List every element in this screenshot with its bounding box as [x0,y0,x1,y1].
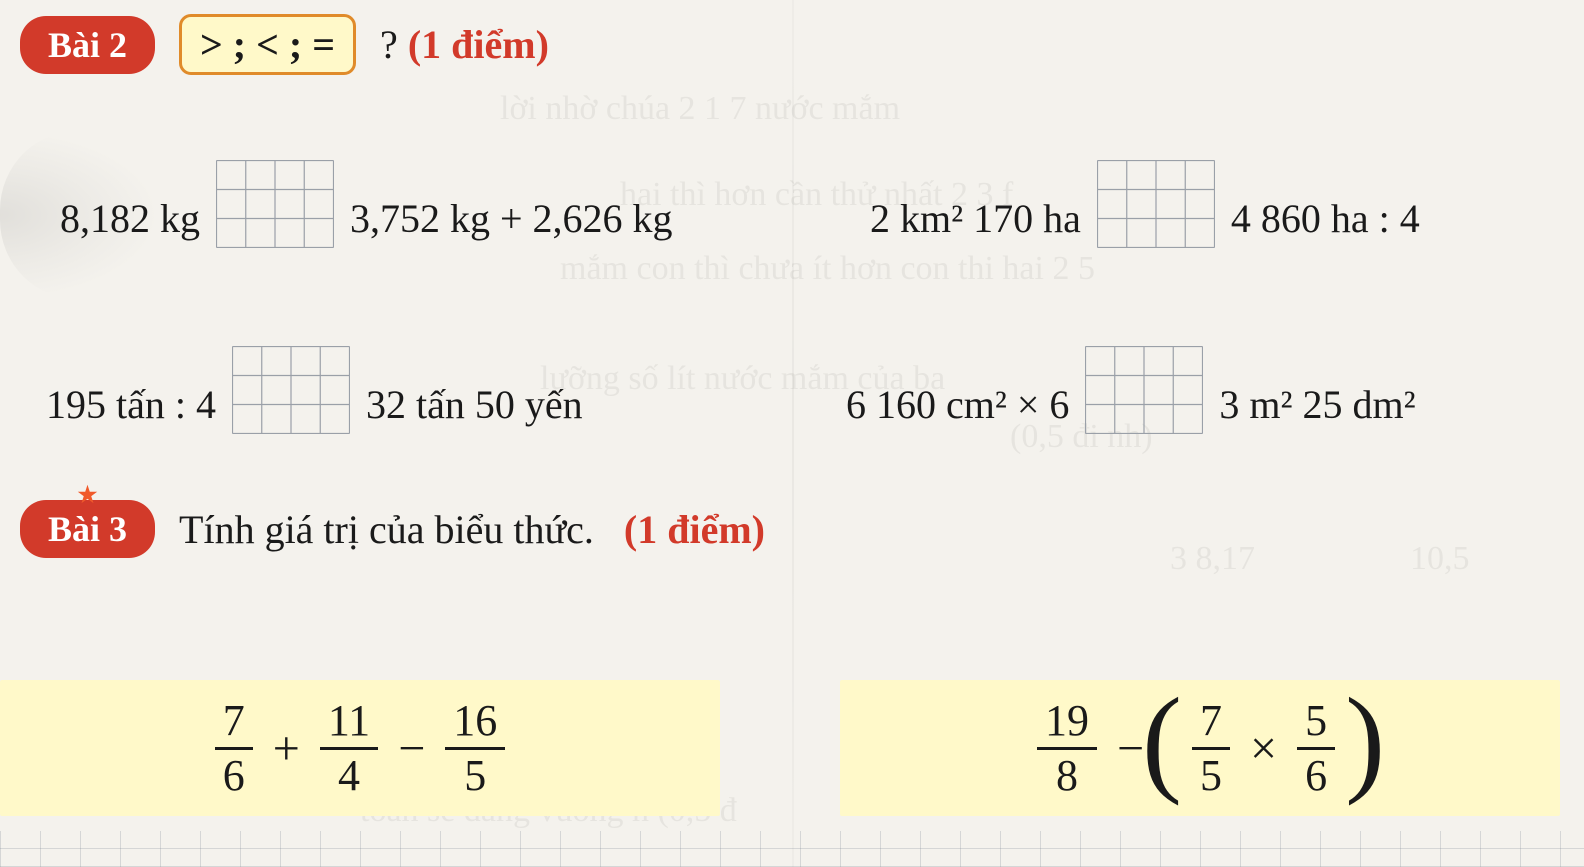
fraction-numerator: 5 [1297,699,1335,747]
star-icon: ★ [78,482,98,508]
bai3-heading: ★ Bài 3 Tính giá trị của biểu thức. (1 đ… [20,500,765,558]
bai2-item-4: 6 160 cm² × 6 3 m² 25 dm² [846,360,1416,448]
ghost-text: lời nhờ chúa 2 1 7 nước mắm [500,90,900,128]
fraction-denominator: 6 [215,750,253,798]
fraction-numerator: 16 [445,699,505,747]
bai3-badge: ★ Bài 3 [20,500,155,558]
question-mark: ? [380,22,398,67]
expression-row: 19 8 − ( 7 5 × 5 6 ) [1021,699,1379,798]
compare-right: 4 860 ha : 4 [1231,195,1420,242]
paren-close-icon: ) [1345,704,1385,776]
fraction: 5 6 [1297,699,1335,798]
answer-grid-box[interactable] [1097,160,1215,248]
bai3-points: (1 điểm) [624,507,765,552]
minus-operator: − [1117,721,1144,776]
answer-grid-box[interactable] [232,346,350,434]
bai2-item-3: 195 tấn : 4 32 tấn 50 yến [46,360,583,448]
fraction: 19 8 [1037,699,1097,798]
bai3-prompt-text: Tính giá trị của biểu thức. [179,507,594,552]
fraction: 7 6 [215,699,253,798]
expression-row: 7 6 + 11 4 − 16 5 [199,699,522,798]
bai3-prompt: Tính giá trị của biểu thức. (1 điểm) [179,506,765,553]
fraction: 16 5 [445,699,505,798]
fraction: 7 5 [1192,699,1230,798]
answer-grid-box[interactable] [216,160,334,248]
bai3-expression-2: 19 8 − ( 7 5 × 5 6 ) [840,680,1560,816]
compare-right: 32 tấn 50 yến [366,381,583,428]
bai2-heading: Bài 2 > ; < ; = ? (1 điểm) [20,14,549,75]
fraction-denominator: 4 [330,750,368,798]
answer-grid-box[interactable] [1085,346,1203,434]
compare-right: 3,752 kg + 2,626 kg [350,195,673,242]
bai2-badge: Bài 2 [20,16,155,74]
compare-left: 195 tấn : 4 [46,381,216,428]
fraction-denominator: 5 [1192,750,1230,798]
compare-left: 6 160 cm² × 6 [846,381,1069,428]
ghost-text: 3 8,17 [1170,540,1255,578]
fraction-denominator: 5 [456,750,494,798]
ghost-text: 10,5 [1410,540,1470,578]
times-operator: × [1250,721,1277,776]
page-gutter [792,0,794,867]
fraction-denominator: 8 [1048,750,1086,798]
compare-right: 3 m² 25 dm² [1219,381,1415,428]
bai3-expression-1: 7 6 + 11 4 − 16 5 [0,680,720,816]
bai2-item-2: 2 km² 170 ha 4 860 ha : 4 [870,174,1420,262]
fraction-numerator: 7 [1192,699,1230,747]
bai2-item-1: 8,182 kg 3,752 kg + 2,626 kg [60,174,673,262]
bai2-question: ? (1 điểm) [380,21,549,68]
fraction-numerator: 11 [320,699,378,747]
fraction-numerator: 19 [1037,699,1097,747]
fraction-numerator: 7 [215,699,253,747]
page: lời nhờ chúa 2 1 7 nước mắm hai thì hơn … [0,0,1584,867]
fraction: 11 4 [320,699,378,798]
fraction-denominator: 6 [1297,750,1335,798]
minus-operator: − [398,721,425,776]
ruled-footer-lines [0,831,1584,867]
comparison-ops-box: > ; < ; = [179,14,356,75]
compare-left: 2 km² 170 ha [870,195,1081,242]
bai3-badge-text: Bài 3 [48,509,127,549]
compare-left: 8,182 kg [60,195,200,242]
plus-operator: + [273,721,300,776]
bai2-points: (1 điểm) [408,22,549,67]
paren-open-icon: ( [1142,704,1182,776]
